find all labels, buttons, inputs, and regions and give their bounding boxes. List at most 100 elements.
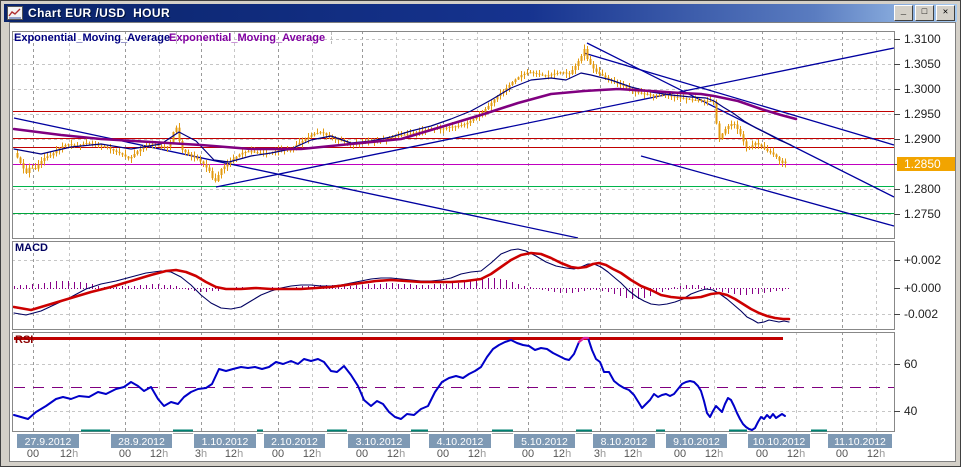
candle-body — [388, 138, 391, 139]
candle-body — [577, 61, 580, 66]
candle-body — [601, 74, 604, 76]
candle-body — [685, 98, 688, 100]
candle-body — [652, 94, 655, 96]
candle-body — [241, 152, 244, 155]
date-badge — [828, 434, 892, 448]
date-badge — [748, 434, 810, 448]
date-badge — [348, 434, 410, 448]
candle-body — [604, 75, 607, 78]
candle-body — [487, 106, 490, 109]
candle-body — [607, 77, 610, 80]
candle-body — [322, 132, 325, 134]
time-tick-label: 00 — [356, 448, 368, 460]
candle-body — [160, 145, 163, 147]
date-badge — [264, 434, 325, 448]
time-tick-label: 3h — [594, 448, 606, 460]
rsi-line — [13, 337, 786, 431]
candle-body — [472, 119, 475, 121]
candle-body — [676, 96, 679, 98]
candle-body — [235, 156, 238, 159]
time-tick-label: 12h — [624, 448, 642, 460]
candle-body — [592, 64, 595, 69]
candle-body — [157, 145, 160, 146]
candle-body — [571, 70, 574, 74]
candle-body — [28, 167, 31, 173]
time-tick-label: 00 — [437, 448, 449, 460]
candle-body — [727, 126, 730, 129]
minimize-button[interactable]: _ — [894, 5, 913, 21]
axis-label: 60 — [904, 357, 918, 371]
candle-body — [475, 116, 478, 119]
candle-body — [67, 144, 70, 146]
candle-body — [712, 101, 715, 103]
candle-body — [202, 161, 205, 164]
close-button[interactable]: ✕ — [936, 5, 955, 21]
candle-body — [256, 152, 259, 154]
candle-body — [46, 156, 49, 158]
date-badge-label: 4.10.2012 — [437, 436, 484, 448]
date-badge-label: 27.9.2012 — [25, 436, 72, 448]
window-titlebar[interactable]: Chart EUR /USD HOUR _ □ ✕ — [4, 4, 957, 22]
candle-body — [34, 168, 37, 169]
candle-body — [619, 83, 622, 85]
trendline — [13, 117, 579, 239]
candle-body — [550, 74, 553, 76]
candle-body — [229, 161, 232, 164]
candle-body — [670, 95, 673, 97]
candle-body — [331, 137, 334, 139]
candle-body — [556, 73, 559, 74]
candle-body — [250, 151, 253, 153]
axis-label: -0.002 — [904, 307, 938, 321]
candle-body — [397, 135, 400, 137]
candle-body — [304, 139, 307, 141]
date-badge-label: 5.10.2012 — [521, 436, 568, 448]
candle-body — [100, 145, 103, 147]
candle-body — [226, 164, 229, 167]
time-tick-label: 12h — [387, 448, 405, 460]
candle-body — [253, 151, 256, 153]
candle-body — [175, 127, 178, 132]
panel-border — [12, 31, 895, 239]
date-badge-label: 9.10.2012 — [673, 436, 720, 448]
candle-body — [541, 74, 544, 76]
candle-body — [211, 171, 214, 179]
candle-body — [745, 141, 748, 148]
axis-label: 1.3050 — [904, 57, 941, 71]
candle-body — [337, 139, 340, 141]
candle-body — [709, 101, 712, 102]
candle-body — [544, 75, 547, 77]
candle-body — [742, 134, 745, 142]
candle-body — [781, 160, 784, 163]
candle-body — [403, 134, 406, 136]
date-badge-label: 1.10.2012 — [202, 436, 249, 448]
candle-body — [22, 163, 25, 169]
candle-body — [772, 152, 775, 155]
candle-body — [142, 147, 145, 150]
time-tick-label: 00 — [522, 448, 534, 460]
candle-body — [493, 99, 496, 103]
candle-body — [595, 68, 598, 72]
axis-label: 1.2900 — [904, 132, 941, 146]
axis-label: 1.2750 — [904, 207, 941, 221]
candle-body — [199, 159, 202, 162]
candle-body — [718, 123, 721, 139]
date-badge-label: 2.10.2012 — [271, 436, 318, 448]
candle-body — [661, 94, 664, 96]
candle-body — [775, 154, 778, 157]
chart-icon — [7, 6, 23, 20]
candle-body — [220, 169, 223, 175]
candle-body — [169, 142, 172, 147]
candle-body — [445, 127, 448, 129]
candle-body — [673, 96, 676, 98]
rsi-panel — [12, 332, 894, 431]
candle-body — [178, 127, 181, 141]
ema-indicator-label-1: Exponential_Moving_Average — [14, 32, 178, 44]
maximize-button[interactable]: □ — [915, 5, 934, 21]
candle-body — [451, 126, 454, 128]
candle-body — [766, 148, 769, 151]
time-tick-label: 00 — [756, 448, 768, 460]
candle-body — [526, 72, 529, 74]
candle-body — [85, 143, 88, 144]
